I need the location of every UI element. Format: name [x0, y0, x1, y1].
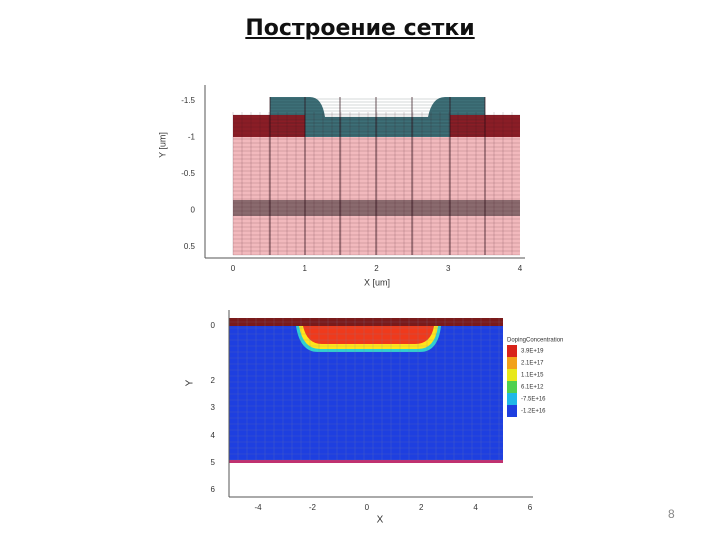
- legend-swatch: [507, 357, 517, 369]
- x-tick-label: 1: [303, 264, 308, 273]
- top-plot: X [um] Y [um]: [157, 85, 525, 287]
- x-tick-label: 3: [446, 264, 451, 273]
- slide-title: Построение сетки: [245, 16, 475, 41]
- x-axis-label: X [um]: [364, 277, 390, 287]
- x-tick-label: 4: [518, 264, 523, 273]
- y-tick-label: 5: [211, 458, 216, 467]
- y-tick-label: 0: [191, 206, 196, 215]
- mesh: [232, 97, 520, 256]
- y-tick-label: -1.5: [181, 96, 195, 105]
- legend-label: 3.9E+19: [521, 349, 544, 355]
- legend-label: -7.5E+16: [521, 397, 546, 403]
- surface-layer: [229, 318, 503, 326]
- y-tick-label: 3: [211, 403, 216, 412]
- gate-region: [270, 97, 485, 137]
- x-tick-label: 0: [231, 264, 236, 273]
- contact-left: [233, 115, 305, 137]
- legend-label: -1.2E+16: [521, 409, 546, 415]
- y-tick-label: 4: [211, 431, 216, 440]
- y-tick-label: -1: [188, 133, 196, 142]
- x-tick-label: 2: [374, 264, 379, 273]
- x-axis-label: X: [377, 515, 384, 526]
- y-tick-label: 0.5: [184, 242, 196, 251]
- legend-swatch: [507, 345, 517, 357]
- y-tick-label: 6: [211, 485, 216, 494]
- legend-swatch: [507, 381, 517, 393]
- y-axis-label: Y: [185, 379, 196, 386]
- x-tick-label: 4: [473, 503, 478, 512]
- legend-swatch: [507, 405, 517, 417]
- legend-swatch: [507, 393, 517, 405]
- y-axis-label: Y [um]: [157, 132, 167, 158]
- x-tick-label: -4: [254, 503, 262, 512]
- legend-label: 2.1E+17: [521, 361, 544, 367]
- x-tick-label: 6: [528, 503, 533, 512]
- y-tick-label: -0.5: [181, 169, 195, 178]
- page-number: 8: [668, 507, 675, 521]
- y-tick-label: 0: [211, 321, 216, 330]
- bottom-plot: X Y DopingConcentration 3.9E+19 2.1E+17 1.…: [185, 310, 563, 526]
- x-tick-label: 2: [419, 503, 424, 512]
- x-tick-label: 0: [365, 503, 370, 512]
- legend: 3.9E+19 2.1E+17 1.1E+15 6.1E+12 -7.5E+16 -1.2…: [507, 345, 546, 417]
- legend-label: 6.1E+12: [521, 385, 544, 391]
- legend-label: 1.1E+15: [521, 373, 544, 379]
- legend-title: DopingConcentration: [507, 338, 563, 344]
- x-tick-label: -2: [309, 503, 317, 512]
- bottom-boundary: [229, 460, 503, 463]
- legend-swatch: [507, 369, 517, 381]
- y-tick-label: 2: [211, 376, 216, 385]
- well-core: [303, 326, 434, 344]
- mesh: [228, 318, 503, 461]
